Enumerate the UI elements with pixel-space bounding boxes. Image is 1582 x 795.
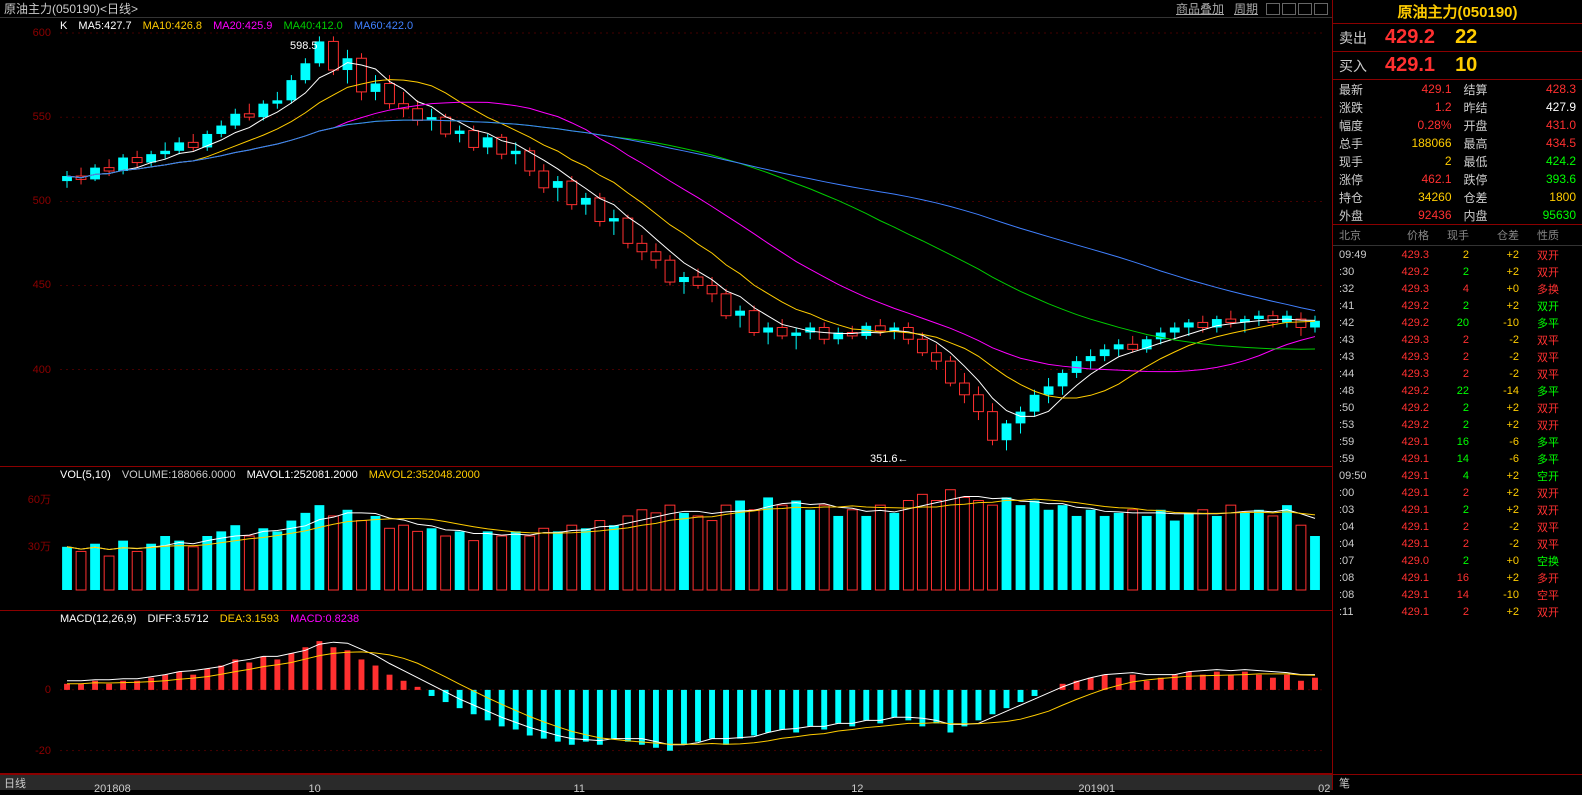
toolbar-icon-2[interactable] bbox=[1282, 3, 1296, 15]
time-axis: 日线 20180810111220190102 bbox=[0, 774, 1332, 790]
info-row: 最新429.1 bbox=[1333, 80, 1458, 98]
macd-yaxis: 0-20 bbox=[0, 611, 55, 773]
info-row: 持仓34260 bbox=[1333, 188, 1458, 206]
kline-legend: K MA5:427.7 MA10:426.8 MA20:425.9 MA40:4… bbox=[60, 20, 421, 32]
toolbar-icon-4[interactable] bbox=[1314, 3, 1328, 15]
link-period[interactable]: 周期 bbox=[1234, 0, 1258, 17]
topbar: 原油主力(050190)<日线> 商品叠加 周期 bbox=[0, 0, 1332, 18]
ma40-label: MA40:412.0 bbox=[283, 20, 342, 32]
info-row: 跌停393.6 bbox=[1458, 170, 1582, 188]
tick-row: :50429.22+2双开 bbox=[1333, 399, 1582, 416]
tick-header: 北京价格现手仓差性质 bbox=[1333, 224, 1582, 246]
high-annot: 598.5 bbox=[290, 40, 318, 52]
buy-quote: 买入 429.1 10 bbox=[1333, 52, 1582, 80]
tick-row: 09:49429.32+2双开 bbox=[1333, 246, 1582, 263]
info-row: 现手2 bbox=[1333, 152, 1458, 170]
tick-row: :11429.12+2双开 bbox=[1333, 603, 1582, 620]
tick-row: :59429.114-6多平 bbox=[1333, 450, 1582, 467]
info-row: 总手188066 bbox=[1333, 134, 1458, 152]
info-row: 幅度0.28% bbox=[1333, 116, 1458, 134]
kline-yaxis: 600550500450400 bbox=[0, 18, 55, 466]
info-row: 涨跌1.2 bbox=[1333, 98, 1458, 116]
info-row: 内盘95630 bbox=[1458, 206, 1582, 224]
toolbar-icon-1[interactable] bbox=[1266, 3, 1280, 15]
ma20-label: MA20:425.9 bbox=[213, 20, 272, 32]
kline-panel[interactable]: K MA5:427.7 MA10:426.8 MA20:425.9 MA40:4… bbox=[0, 18, 1332, 467]
tick-row: :41429.22+2双开 bbox=[1333, 297, 1582, 314]
info-row: 涨停462.1 bbox=[1333, 170, 1458, 188]
tick-row: :04429.12-2双平 bbox=[1333, 535, 1582, 552]
info-row: 昨结427.9 bbox=[1458, 98, 1582, 116]
sidebar-footer: 笔 bbox=[1333, 774, 1582, 790]
sell-quote: 卖出 429.2 22 bbox=[1333, 24, 1582, 52]
info-row: 最高434.5 bbox=[1458, 134, 1582, 152]
tick-row: :32429.34+0多换 bbox=[1333, 280, 1582, 297]
tick-row: :00429.12+2双开 bbox=[1333, 484, 1582, 501]
kline-chart bbox=[0, 18, 1332, 466]
tick-row: :48429.222-14多平 bbox=[1333, 382, 1582, 399]
sidebar-title: 原油主力(050190) bbox=[1333, 0, 1582, 24]
macd-chart bbox=[0, 611, 1332, 773]
toolbar-icon-3[interactable] bbox=[1298, 3, 1312, 15]
tick-row: :44429.32-2双平 bbox=[1333, 365, 1582, 382]
info-row: 最低424.2 bbox=[1458, 152, 1582, 170]
volume-chart bbox=[0, 467, 1332, 595]
tick-row: :03429.12+2双开 bbox=[1333, 501, 1582, 518]
chart-title: 原油主力(050190)<日线> bbox=[4, 0, 138, 17]
info-row: 外盘92436 bbox=[1333, 206, 1458, 224]
tick-row: :43429.32-2双平 bbox=[1333, 331, 1582, 348]
vol-legend: VOL(5,10) VOLUME:188066.0000 MAVOL1:2520… bbox=[60, 469, 488, 481]
macd-panel[interactable]: MACD(12,26,9) DIFF:3.5712 DEA:3.1593 MAC… bbox=[0, 611, 1332, 774]
ma10-label: MA10:426.8 bbox=[143, 20, 202, 32]
tick-row: :53429.22+2双开 bbox=[1333, 416, 1582, 433]
tick-row: :08429.114-10空平 bbox=[1333, 586, 1582, 603]
macd-legend: MACD(12,26,9) DIFF:3.5712 DEA:3.1593 MAC… bbox=[60, 613, 367, 625]
ma5-label: MA5:427.7 bbox=[78, 20, 131, 32]
tick-row: :42429.220-10多平 bbox=[1333, 314, 1582, 331]
link-overlay[interactable]: 商品叠加 bbox=[1176, 0, 1224, 17]
tick-row: :43429.32-2双平 bbox=[1333, 348, 1582, 365]
tick-row: :04429.12-2双平 bbox=[1333, 518, 1582, 535]
quote-sidebar: 原油主力(050190) 卖出 429.2 22 买入 429.1 10 最新4… bbox=[1333, 0, 1582, 790]
tick-row: 09:50429.14+2空开 bbox=[1333, 467, 1582, 484]
tick-row: :59429.116-6多平 bbox=[1333, 433, 1582, 450]
info-grid: 最新429.1结算428.3涨跌1.2昨结427.9幅度0.28%开盘431.0… bbox=[1333, 80, 1582, 224]
info-row: 结算428.3 bbox=[1458, 80, 1582, 98]
info-row: 开盘431.0 bbox=[1458, 116, 1582, 134]
vol-yaxis: 60万30万 bbox=[0, 467, 55, 610]
tick-row: :30429.22+2双开 bbox=[1333, 263, 1582, 280]
tick-row: :08429.116+2多开 bbox=[1333, 569, 1582, 586]
tick-row: :07429.02+0空换 bbox=[1333, 552, 1582, 569]
info-row: 仓差1800 bbox=[1458, 188, 1582, 206]
tick-list[interactable]: 09:49429.32+2双开:30429.22+2双开:32429.34+0多… bbox=[1333, 246, 1582, 774]
ma60-label: MA60:422.0 bbox=[354, 20, 413, 32]
volume-panel[interactable]: VOL(5,10) VOLUME:188066.0000 MAVOL1:2520… bbox=[0, 467, 1332, 611]
low-annot: 351.6← bbox=[870, 453, 909, 465]
